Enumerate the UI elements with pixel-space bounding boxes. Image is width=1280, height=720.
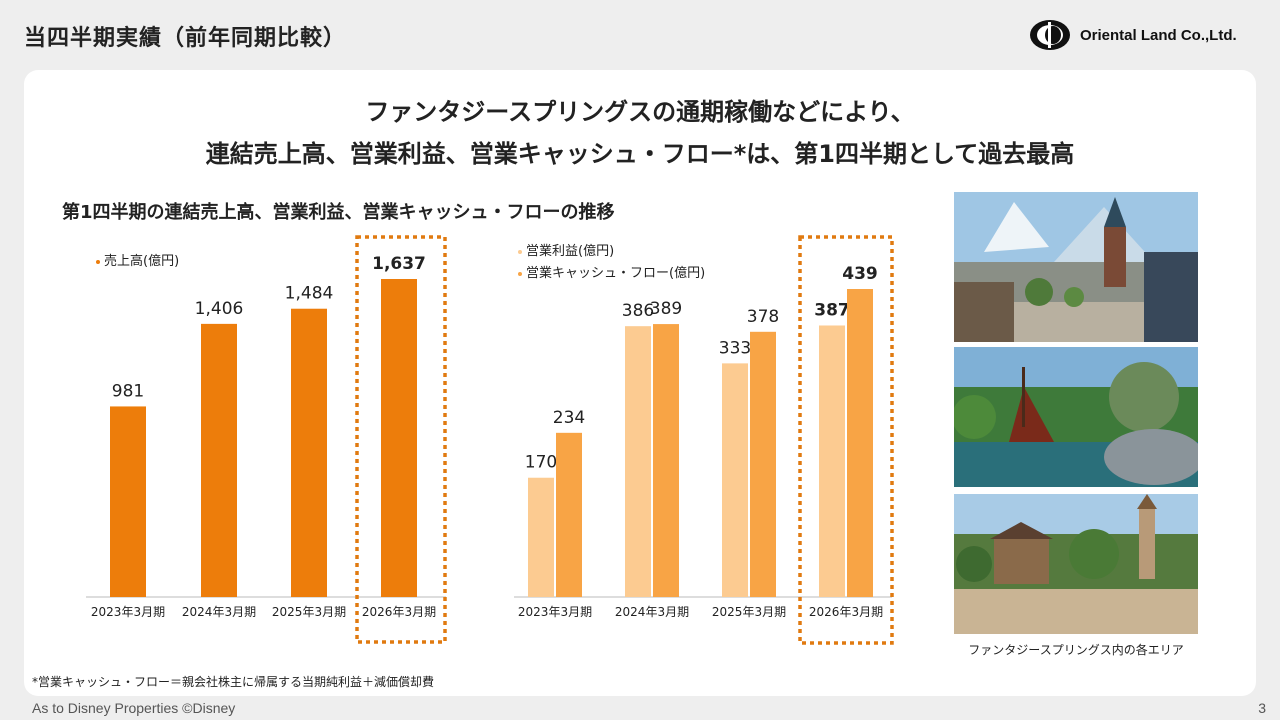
chart-1-x-tick-4: 2026年3月期 — [362, 605, 436, 619]
chart-2-bar-1-4 — [819, 325, 845, 597]
chart-2-bar-2-1 — [556, 432, 582, 597]
chart-1-x-tick-2: 2024年3月期 — [182, 605, 256, 619]
chart-1-data-label-1-4: 1,637 — [372, 254, 426, 274]
headline-line-2: 連結売上高、営業利益、営業キャッシュ・フロー*は、第1四半期として過去最高 — [205, 140, 1075, 168]
chart-1-data-label-1-1: 981 — [112, 381, 144, 401]
chart-2-bar-1-3 — [722, 363, 748, 597]
chart-subhead: 第1四半期の連結売上高、営業利益、営業キャッシュ・フローの推移 — [62, 202, 615, 223]
chart-2-data-label-1-2: 386 — [622, 301, 654, 321]
legend-operating-income-swatch — [518, 249, 522, 254]
legend-sales-swatch — [96, 259, 100, 264]
legend-operating-income: 営業利益(億円) — [518, 240, 614, 259]
legend-operating-cash-flow-label: 営業キャッシュ・フロー(億円) — [526, 266, 706, 281]
chart-2-data-label-2-3: 378 — [747, 307, 779, 327]
chart-2-bar-2-2 — [653, 324, 679, 597]
chart-1-bar-1-3 — [291, 308, 327, 597]
chart-1-x-tick-3: 2025年3月期 — [272, 605, 346, 619]
logo-text: Oriental Land Co.,Ltd. — [1080, 26, 1237, 44]
chart-1-bar-1-1 — [110, 406, 146, 597]
chart-2-data-label-1-3: 333 — [719, 338, 751, 358]
company-logo: Oriental Land Co.,Ltd. — [1028, 18, 1237, 52]
chart-2-bar-2-4 — [847, 289, 873, 597]
chart-2-bar-1-2 — [625, 326, 651, 597]
oriental-land-logo-icon — [1030, 20, 1070, 50]
chart-2-data-label-1-4: 387 — [814, 300, 850, 320]
headline-line-1: ファンタジースプリングスの通期稼働などにより、 — [365, 98, 915, 126]
chart-1-bar-1-2 — [201, 323, 237, 597]
legend-sales: 売上高(億円) — [96, 250, 179, 269]
page-title: 当四半期実績（前年同期比較） — [24, 26, 347, 51]
photo-peter-pan-area — [954, 347, 1198, 487]
chart-2-data-label-2-2: 389 — [650, 299, 682, 319]
chart-2-highlight-box — [798, 235, 894, 645]
photo-rapunzel-area — [954, 494, 1198, 634]
chart-2-data-label-1-1: 170 — [525, 453, 557, 473]
chart-1-highlight-box — [355, 235, 447, 644]
chart-2-data-label-2-1: 234 — [553, 408, 585, 428]
chart-2-bar-1-1 — [528, 477, 554, 597]
page-number: 3 — [1258, 700, 1266, 716]
chart-1-bar-1-4 — [381, 279, 417, 597]
chart-2-x-tick-3: 2025年3月期 — [712, 605, 786, 619]
legend-operating-income-label: 営業利益(億円) — [526, 244, 615, 259]
chart-1-data-label-1-3: 1,484 — [285, 284, 334, 304]
chart-2-data-label-2-4: 439 — [842, 264, 878, 284]
legend-operating-cash-flow: 営業キャッシュ・フロー(億円) — [518, 262, 705, 281]
chart-2-bar-2-3 — [750, 331, 776, 597]
photo-caption: ファンタジースプリングス内の各エリア — [968, 643, 1184, 657]
copyright-notice: As to Disney Properties ©Disney — [32, 700, 236, 716]
legend-operating-cash-flow-swatch — [518, 271, 522, 276]
chart-1-data-label-1-2: 1,406 — [195, 299, 244, 319]
photo-frozen-kingdom — [954, 192, 1198, 342]
chart-1-x-tick-1: 2023年3月期 — [91, 605, 165, 619]
footnote: *営業キャッシュ・フロー＝親会社株主に帰属する当期純利益＋減価償却費 — [32, 675, 435, 689]
chart-2-x-tick-4: 2026年3月期 — [809, 605, 883, 619]
chart-2-x-tick-2: 2024年3月期 — [615, 605, 689, 619]
legend-sales-label: 売上高(億円) — [104, 254, 180, 269]
chart-2-x-tick-1: 2023年3月期 — [518, 605, 592, 619]
